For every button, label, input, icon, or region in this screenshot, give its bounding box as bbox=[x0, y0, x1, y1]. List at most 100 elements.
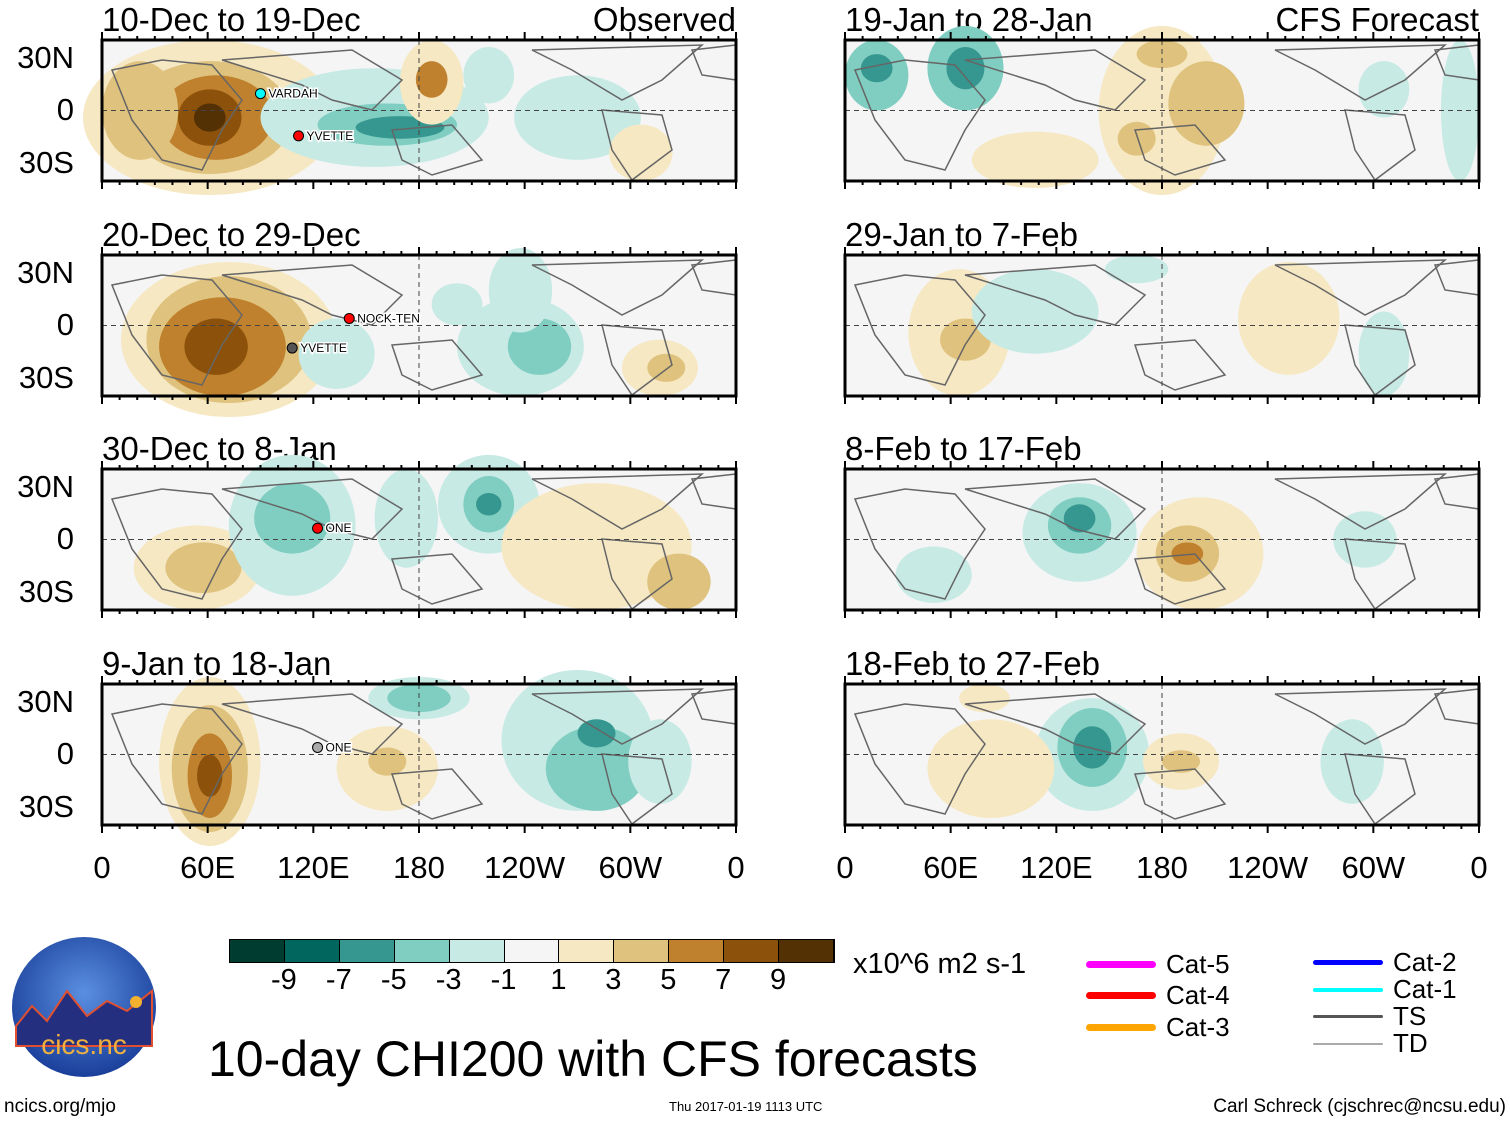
storm-label: NOCK-TEN bbox=[357, 311, 420, 325]
storm-track-marker bbox=[255, 88, 266, 100]
legend-line-swatch bbox=[1086, 992, 1156, 999]
coastline bbox=[1133, 768, 1227, 820]
anomaly-contour bbox=[971, 269, 1099, 354]
colorbar-units: x10^6 m2 s-1 bbox=[853, 948, 1027, 980]
lat-label: 0 bbox=[56, 736, 74, 771]
anomaly-contour bbox=[197, 754, 223, 797]
legend-item: Cat-1 bbox=[1313, 974, 1457, 1005]
colorbar-swatch bbox=[614, 940, 670, 962]
map-panel bbox=[843, 25, 1481, 196]
anomaly-contour bbox=[1358, 311, 1410, 396]
lat-label: 30S bbox=[18, 145, 74, 180]
anomaly-contour bbox=[1117, 121, 1156, 156]
storm-label: ONE bbox=[326, 521, 352, 535]
coastline bbox=[110, 703, 243, 815]
legend-label: Cat-3 bbox=[1166, 1012, 1230, 1042]
storm-label: YVETTE bbox=[300, 341, 347, 355]
coastline bbox=[1344, 753, 1416, 826]
anomaly-contour bbox=[387, 684, 451, 713]
footer-credit: Carl Schreck (cjschrec@ncsu.edu) bbox=[1213, 1096, 1506, 1117]
coastline bbox=[531, 688, 705, 745]
storm-label: VARDAH bbox=[269, 87, 318, 101]
storm-label: YVETTE bbox=[307, 129, 354, 143]
anomaly-contour bbox=[1136, 40, 1188, 69]
anomaly-contour bbox=[1104, 255, 1169, 284]
colorbar-tick-label: 3 bbox=[605, 964, 622, 996]
colorbar-swatch bbox=[724, 940, 780, 962]
storm-track-marker bbox=[312, 741, 324, 753]
coastline bbox=[1344, 324, 1416, 397]
panel-title: 8-Feb to 17-Feb bbox=[845, 430, 1082, 467]
coastline bbox=[601, 538, 673, 611]
anomaly-contour bbox=[927, 719, 1055, 818]
panel-title: 29-Jan to 7-Feb bbox=[845, 216, 1078, 253]
colorbar-swatch bbox=[284, 940, 340, 962]
lon-label: 120W bbox=[484, 850, 566, 885]
colorbar-tick-label: -9 bbox=[271, 964, 297, 996]
lat-label: 30N bbox=[17, 469, 74, 504]
anomaly-contour bbox=[946, 47, 985, 90]
map-panel bbox=[843, 676, 1481, 833]
anomaly-contour bbox=[577, 719, 616, 748]
storm-track-marker bbox=[286, 342, 298, 354]
coastline bbox=[1274, 44, 1448, 101]
coastline bbox=[531, 259, 705, 316]
anomaly-contour bbox=[545, 726, 648, 811]
coastline bbox=[853, 488, 986, 600]
figure-title: 10-day CHI200 with CFS forecasts bbox=[208, 1031, 978, 1087]
coastline bbox=[390, 339, 484, 391]
colorbar-tick-label: 7 bbox=[715, 964, 732, 996]
legend-label: Cat-4 bbox=[1166, 980, 1230, 1010]
anomaly-contour bbox=[959, 684, 1010, 713]
anomaly-contour bbox=[1320, 719, 1384, 804]
lat-label: 30N bbox=[17, 255, 74, 290]
lat-label: 30N bbox=[17, 40, 74, 75]
cics-logo: cics.nc bbox=[12, 936, 157, 1078]
lon-label: 0 bbox=[93, 850, 111, 885]
lat-label: 30S bbox=[18, 789, 74, 824]
panel-header-forecast: CFS Forecast bbox=[1275, 1, 1479, 38]
colorbar-swatch bbox=[779, 940, 834, 962]
coastline bbox=[110, 274, 243, 386]
coastline bbox=[853, 59, 986, 171]
colorbar-swatch bbox=[449, 940, 505, 962]
anomaly-contour bbox=[431, 283, 483, 326]
panel-title: 20-Dec to 29-Dec bbox=[102, 216, 361, 253]
legend-line-swatch bbox=[1086, 1024, 1156, 1031]
colorbar-swatch bbox=[339, 940, 395, 962]
lon-label: 60E bbox=[923, 850, 979, 885]
anomaly-contour bbox=[368, 747, 407, 776]
anomaly-contour bbox=[647, 553, 711, 610]
storm-track-marker bbox=[312, 522, 324, 534]
lon-label: 60E bbox=[180, 850, 236, 885]
anomaly-contour bbox=[184, 318, 248, 375]
coastline bbox=[1133, 339, 1227, 391]
colorbar-swatch bbox=[230, 940, 285, 962]
coastline bbox=[110, 488, 243, 600]
lon-label: 180 bbox=[393, 850, 445, 885]
lon-label: 120E bbox=[1020, 850, 1093, 885]
coastline bbox=[110, 59, 243, 171]
lat-label: 30S bbox=[18, 574, 74, 609]
panel-title: 9-Jan to 18-Jan bbox=[102, 645, 332, 682]
lat-label: 0 bbox=[56, 92, 74, 127]
lat-label: 30N bbox=[17, 684, 74, 719]
lat-label: 0 bbox=[56, 521, 74, 556]
map-panel: NOCK-TEN YVETTE bbox=[100, 247, 738, 418]
svg-text:cics.nc: cics.nc bbox=[41, 1029, 127, 1060]
coastline bbox=[1344, 109, 1416, 182]
map-panel: VARDAH YVETTE bbox=[82, 32, 738, 196]
coastline bbox=[1133, 553, 1227, 605]
anomaly-contour bbox=[463, 47, 515, 104]
panel-header-observed: Observed bbox=[592, 1, 736, 38]
panel-title: 10-Dec to 19-Dec bbox=[102, 1, 361, 38]
lon-label: 60W bbox=[1341, 850, 1406, 885]
legend-item: TS bbox=[1313, 1001, 1426, 1032]
storm-track-marker bbox=[293, 130, 305, 142]
legend-line-swatch bbox=[1313, 960, 1383, 965]
colorbar bbox=[229, 939, 835, 963]
coastline bbox=[601, 109, 673, 182]
legend-label: Cat-1 bbox=[1393, 974, 1457, 1004]
lon-label: 0 bbox=[727, 850, 745, 885]
lon-label: 120W bbox=[1227, 850, 1309, 885]
